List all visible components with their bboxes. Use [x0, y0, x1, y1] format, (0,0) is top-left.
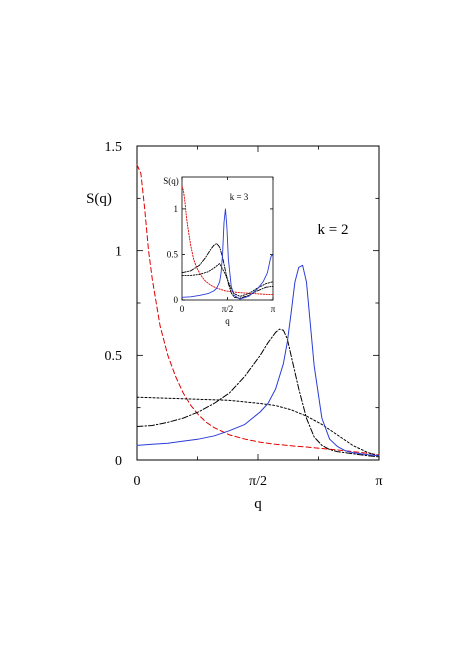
main-x-tick-label: 0: [134, 474, 141, 489]
inset-x-tick-label: π: [271, 304, 276, 314]
main-y-tick-label: 0: [115, 454, 122, 469]
main-y-tick-label: 1: [115, 245, 122, 260]
inset-series-line-3: [181, 208, 274, 300]
main-x-axis-label: q: [254, 496, 262, 512]
main-y-axis-label: S(q): [86, 191, 112, 207]
inset-series-line-0: [181, 185, 274, 295]
inset-x-axis-label: q: [225, 316, 230, 326]
main-series-line-2: [136, 328, 380, 458]
inset-y-tick-label: 0.5: [167, 250, 179, 260]
main-y-tick-label: 1.5: [105, 140, 123, 155]
inset-series-line-1: [181, 263, 274, 297]
inset-y-axis-label: S(q): [163, 176, 179, 186]
main-k-annotation: k = 2: [318, 222, 349, 238]
inset-k-annotation: k = 3: [230, 192, 249, 202]
inset-x-tick-label: π/2: [222, 304, 234, 314]
main-y-tick-label: 0.5: [105, 349, 123, 364]
inset-y-tick-label: 1: [174, 204, 179, 214]
inset-panel: 0 0.5 1 0 π/2 π q S(q) k = 3: [163, 176, 275, 326]
main-x-tick-label: π: [375, 474, 382, 489]
inset-y-tick-label: 0: [174, 295, 179, 305]
main-series-line-1: [136, 396, 380, 457]
main-series-line-0: [136, 164, 380, 456]
inset-x-tick-label: 0: [180, 304, 185, 314]
main-series-line-3: [136, 264, 380, 457]
main-x-tick-label: π/2: [249, 474, 267, 489]
